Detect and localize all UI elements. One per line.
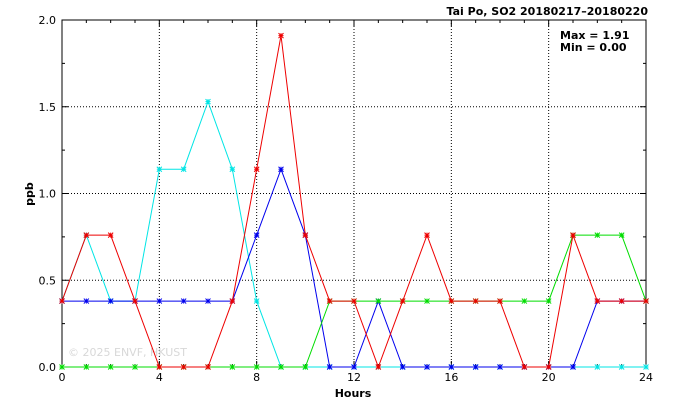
x-tick-label: 8 <box>253 371 260 384</box>
data-point-marker <box>618 364 625 370</box>
y-tick-label: 1.5 <box>39 101 57 114</box>
series-line <box>61 100 646 368</box>
data-point-marker <box>205 364 211 370</box>
data-point-marker <box>448 364 455 370</box>
data-point-marker <box>107 298 114 304</box>
data-point-marker <box>156 298 163 304</box>
data-point-marker <box>326 364 333 370</box>
x-tick-label: 24 <box>639 371 653 384</box>
y-tick-label: 0.5 <box>39 274 57 287</box>
data-point-marker <box>570 232 576 238</box>
data-point-marker <box>399 364 406 370</box>
data-point-marker <box>521 364 528 370</box>
x-tick-label: 16 <box>444 371 458 384</box>
data-point-marker <box>472 364 479 370</box>
data-point-marker <box>229 166 236 173</box>
x-tick-label: 4 <box>156 371 163 384</box>
data-point-marker <box>594 232 601 238</box>
y-axis-tick-labels: 0.0 0.5 1.0 1.5 2.0 <box>39 14 57 374</box>
data-point-marker <box>618 232 625 238</box>
data-point-marker <box>59 364 65 370</box>
data-point-marker <box>521 298 528 304</box>
data-point-marker <box>253 298 260 304</box>
data-point-marker <box>180 166 187 173</box>
data-point-marker <box>253 364 260 370</box>
data-point-marker <box>180 364 187 370</box>
copyright-watermark: © 2025 ENVF, HKUST <box>68 346 187 359</box>
chart-title: Tai Po, SO2 20180217–20180220 <box>447 5 649 18</box>
data-point-marker <box>497 298 503 304</box>
data-series <box>59 32 649 370</box>
data-point-marker <box>253 232 260 238</box>
x-axis-tick-labels: 0 4 8 12 16 20 24 <box>59 371 654 384</box>
data-point-marker <box>278 166 284 173</box>
data-point-marker <box>472 298 479 304</box>
data-point-marker <box>278 364 284 370</box>
x-axis-title: Hours <box>335 387 372 400</box>
y-axis-title: ppb <box>23 182 36 206</box>
data-point-marker <box>375 364 382 370</box>
data-point-marker <box>594 298 601 304</box>
y-tick-label: 0.0 <box>39 361 57 374</box>
series-4 <box>59 32 649 370</box>
data-point-marker <box>545 298 552 304</box>
data-point-marker <box>351 364 357 370</box>
data-point-marker <box>448 298 455 304</box>
data-point-marker <box>326 298 333 304</box>
series-line <box>62 167 646 368</box>
data-point-marker <box>229 364 236 370</box>
data-point-marker <box>278 32 284 39</box>
data-point-marker <box>156 364 163 370</box>
data-point-marker <box>424 232 430 238</box>
data-point-marker <box>618 298 625 304</box>
x-tick-label: 12 <box>347 371 361 384</box>
max-value-annotation: Max = 1.91 <box>560 29 629 42</box>
data-point-marker <box>545 364 552 370</box>
data-point-marker <box>594 364 601 370</box>
data-point-marker <box>302 232 309 238</box>
data-point-marker <box>205 98 211 105</box>
grid-lines <box>62 20 646 367</box>
min-value-annotation: Min = 0.00 <box>560 41 627 54</box>
x-tick-label: 0 <box>59 371 66 384</box>
data-point-marker <box>351 298 357 304</box>
data-point-marker <box>424 298 430 304</box>
data-point-marker <box>570 364 576 370</box>
y-tick-label: 1.0 <box>39 188 57 201</box>
data-point-marker <box>497 364 503 370</box>
data-point-marker <box>205 298 211 304</box>
data-point-marker <box>83 298 90 304</box>
data-point-marker <box>59 298 65 304</box>
data-point-marker <box>107 364 114 370</box>
data-point-marker <box>83 364 90 370</box>
data-point-marker <box>132 298 138 304</box>
data-point-marker <box>132 364 138 370</box>
data-point-marker <box>424 364 430 370</box>
y-tick-label: 2.0 <box>39 14 57 27</box>
data-point-marker <box>399 298 406 304</box>
data-point-marker <box>643 364 649 370</box>
series-1 <box>59 98 649 370</box>
data-point-marker <box>302 364 309 370</box>
data-point-marker <box>180 298 187 304</box>
data-point-marker <box>375 298 382 304</box>
data-point-marker <box>107 232 114 238</box>
data-point-marker <box>156 166 163 173</box>
data-point-marker <box>253 166 260 173</box>
data-point-marker <box>229 298 236 304</box>
data-point-marker <box>643 298 649 304</box>
data-point-marker <box>83 232 90 238</box>
x-tick-label: 20 <box>542 371 556 384</box>
